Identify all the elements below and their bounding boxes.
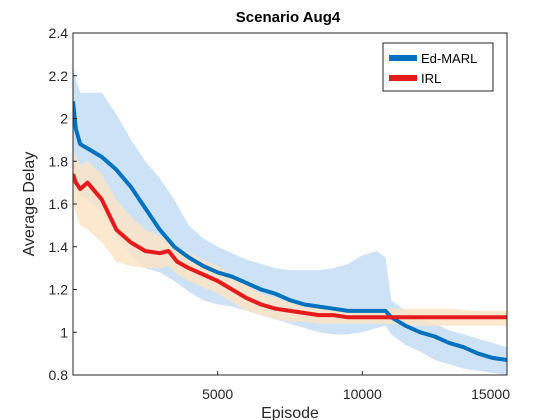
legend-label-irl: IRL (421, 71, 441, 86)
y-tick-label: 1.6 (49, 196, 69, 212)
legend: Ed-MARL IRL (382, 42, 494, 92)
series-lines (73, 101, 507, 362)
series-line-ed-marl (73, 101, 507, 362)
legend-box (382, 42, 494, 92)
y-tick-label: 1 (60, 324, 68, 340)
y-tick-label: 0.8 (49, 367, 69, 383)
y-tick-label: 2.4 (49, 25, 69, 41)
x-axis-label: Episode (261, 405, 319, 420)
x-axis: 5000 10000 15000 (202, 371, 510, 402)
confidence-bands (73, 65, 507, 375)
y-tick-label: 2 (60, 111, 68, 127)
y-tick-label: 1.8 (49, 153, 69, 169)
y-axis-label: Average Delay (21, 152, 38, 257)
x-tick-label: 15000 (471, 386, 510, 402)
y-axis: 0.8 1 1.2 1.4 1.6 1.8 2 2.2 2.4 (49, 25, 77, 383)
y-tick-label: 2.2 (49, 68, 69, 84)
y-tick-label: 1.2 (49, 282, 69, 298)
series-line-irl (73, 173, 507, 320)
x-tick-label: 10000 (343, 386, 382, 402)
legend-label-ed-marl: Ed-MARL (421, 51, 477, 66)
x-tick-label: 5000 (202, 386, 233, 402)
chart-title: Scenario Aug4 (236, 9, 341, 26)
band-irl (73, 148, 507, 326)
y-tick-label: 1.4 (49, 239, 69, 255)
